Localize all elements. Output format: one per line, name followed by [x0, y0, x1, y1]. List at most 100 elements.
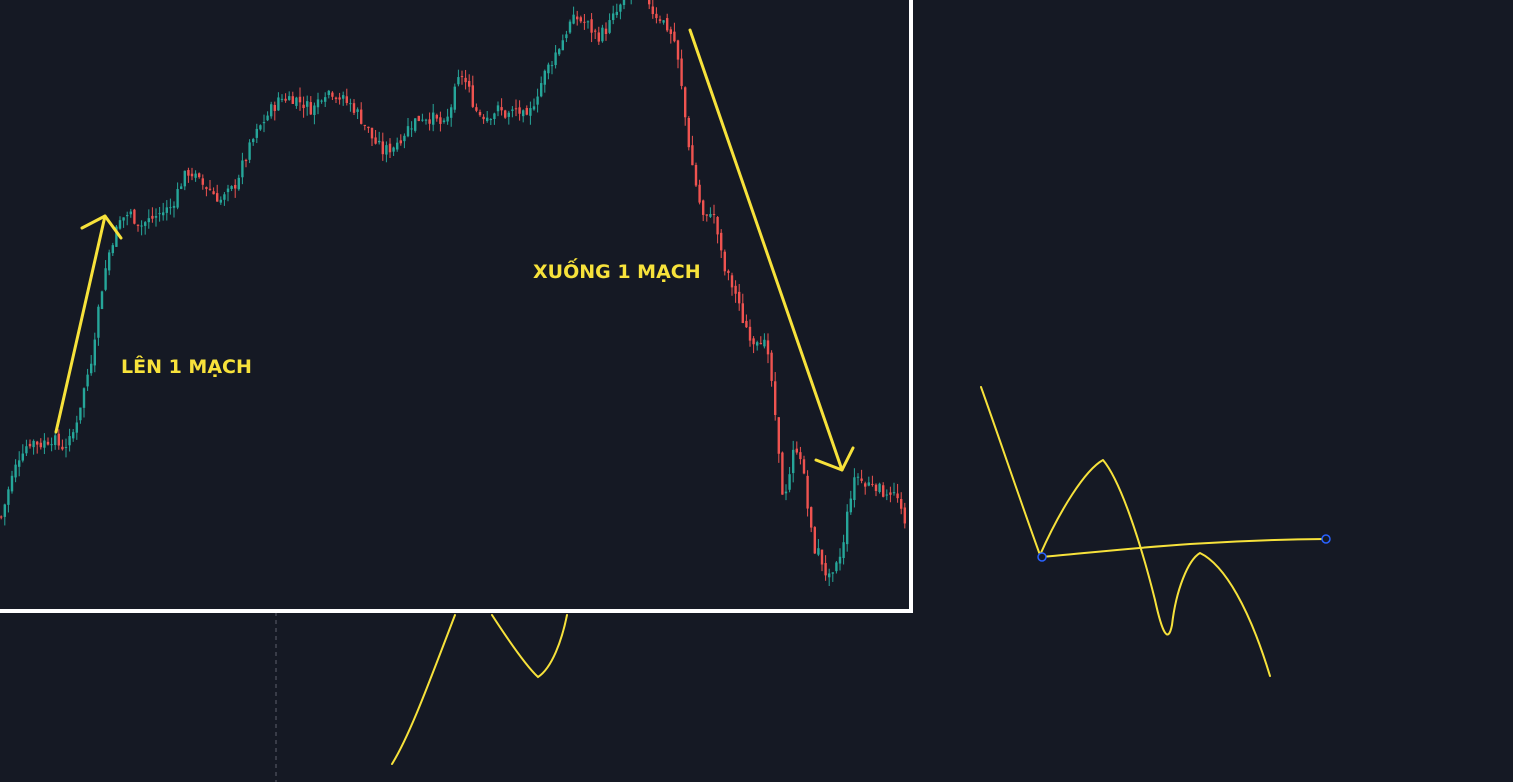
candle-down: [691, 145, 694, 166]
candle-up: [7, 489, 10, 505]
candle-up: [248, 142, 251, 160]
candle-up: [493, 113, 496, 120]
candle-up: [349, 103, 352, 105]
candle-up: [162, 212, 165, 216]
candle-up: [558, 49, 561, 55]
candle-down: [802, 459, 806, 474]
candle-up: [82, 388, 86, 408]
candle-down: [482, 116, 485, 120]
candle-up: [835, 562, 838, 572]
candle-down: [208, 188, 212, 190]
candle-up: [856, 476, 860, 478]
candle-up: [406, 126, 410, 137]
candle-down: [824, 563, 827, 576]
up-arrow-drawing[interactable]: [54, 214, 123, 434]
candle-up: [262, 122, 266, 124]
candle-up: [403, 135, 406, 142]
candle-up: [622, 0, 626, 6]
candle-down: [860, 478, 863, 481]
highlight-frame: [0, 0, 913, 613]
freehand-pattern-right[interactable]: [980, 386, 1271, 677]
candle-down: [216, 193, 219, 202]
candle-down: [874, 484, 878, 492]
candle-down: [745, 320, 748, 328]
candle-up: [316, 99, 320, 108]
candle-down: [666, 18, 669, 31]
trendline-right[interactable]: [1041, 538, 1327, 558]
candle-up: [392, 147, 395, 152]
candle-up: [126, 214, 129, 217]
candle-up: [327, 90, 330, 95]
down-arrow-shaft: [688, 28, 844, 472]
candle-up: [180, 186, 183, 189]
candle-down: [190, 173, 194, 177]
candle-up: [176, 189, 179, 208]
candle-down: [813, 527, 816, 554]
trendline-anchor-start[interactable]: [1037, 552, 1047, 562]
candle-down: [367, 126, 370, 129]
candle-up: [496, 105, 500, 112]
candle-up: [885, 494, 888, 496]
down-arrow-drawing[interactable]: [688, 28, 855, 472]
candle-up: [79, 407, 82, 421]
candle-up: [277, 97, 280, 111]
candle-down: [514, 108, 518, 110]
candle-up: [450, 107, 453, 118]
candle-down: [903, 507, 906, 524]
candle-down: [694, 164, 698, 186]
candle-up: [226, 188, 230, 193]
candle-down: [302, 104, 305, 109]
candle-down: [273, 104, 276, 111]
candle-up: [424, 119, 428, 121]
candle-down: [604, 28, 608, 34]
candle-up: [561, 40, 564, 51]
candle-down: [428, 119, 431, 124]
candle-up: [219, 199, 222, 203]
candle-down: [896, 493, 899, 499]
candle-down: [212, 191, 215, 195]
candle-up: [100, 291, 104, 309]
candle-down: [334, 97, 338, 99]
candle-up: [165, 207, 168, 213]
candle-up: [342, 95, 345, 99]
candle-down: [435, 114, 438, 119]
candle-down: [673, 31, 676, 42]
candle-down: [759, 342, 762, 345]
trendline-anchor-end[interactable]: [1321, 534, 1331, 544]
candle-down: [723, 251, 726, 272]
candle-down: [331, 92, 334, 97]
candle-up: [756, 342, 759, 346]
candle-up: [410, 128, 413, 130]
candle-down: [576, 16, 579, 20]
candle-up: [842, 542, 845, 559]
freehand-curve-bottom[interactable]: [391, 614, 568, 765]
candle-down: [374, 137, 377, 144]
candle-down: [46, 441, 50, 445]
candle-down: [712, 214, 716, 216]
candle-up: [25, 446, 28, 454]
candle-up: [320, 100, 323, 102]
candle-down: [504, 110, 507, 118]
candle-up: [295, 97, 298, 106]
candle-up: [846, 511, 849, 545]
candle-up: [3, 504, 6, 517]
candle-down: [738, 291, 741, 304]
candle-up: [385, 145, 388, 155]
candle-down: [417, 115, 420, 121]
candle-down: [338, 97, 341, 100]
candle-down: [752, 338, 755, 345]
candle-up: [849, 498, 852, 513]
candle-down: [730, 275, 734, 288]
candle-up: [270, 104, 273, 117]
candle-up: [54, 435, 57, 446]
candle-down: [363, 124, 366, 126]
candle-down: [370, 127, 374, 139]
candle-up: [568, 21, 572, 33]
candle-down: [399, 140, 402, 144]
candle-up: [522, 110, 525, 117]
candle-up: [108, 252, 111, 271]
candle-up: [122, 217, 125, 221]
candle-down: [651, 6, 654, 15]
candle-up: [147, 218, 150, 223]
